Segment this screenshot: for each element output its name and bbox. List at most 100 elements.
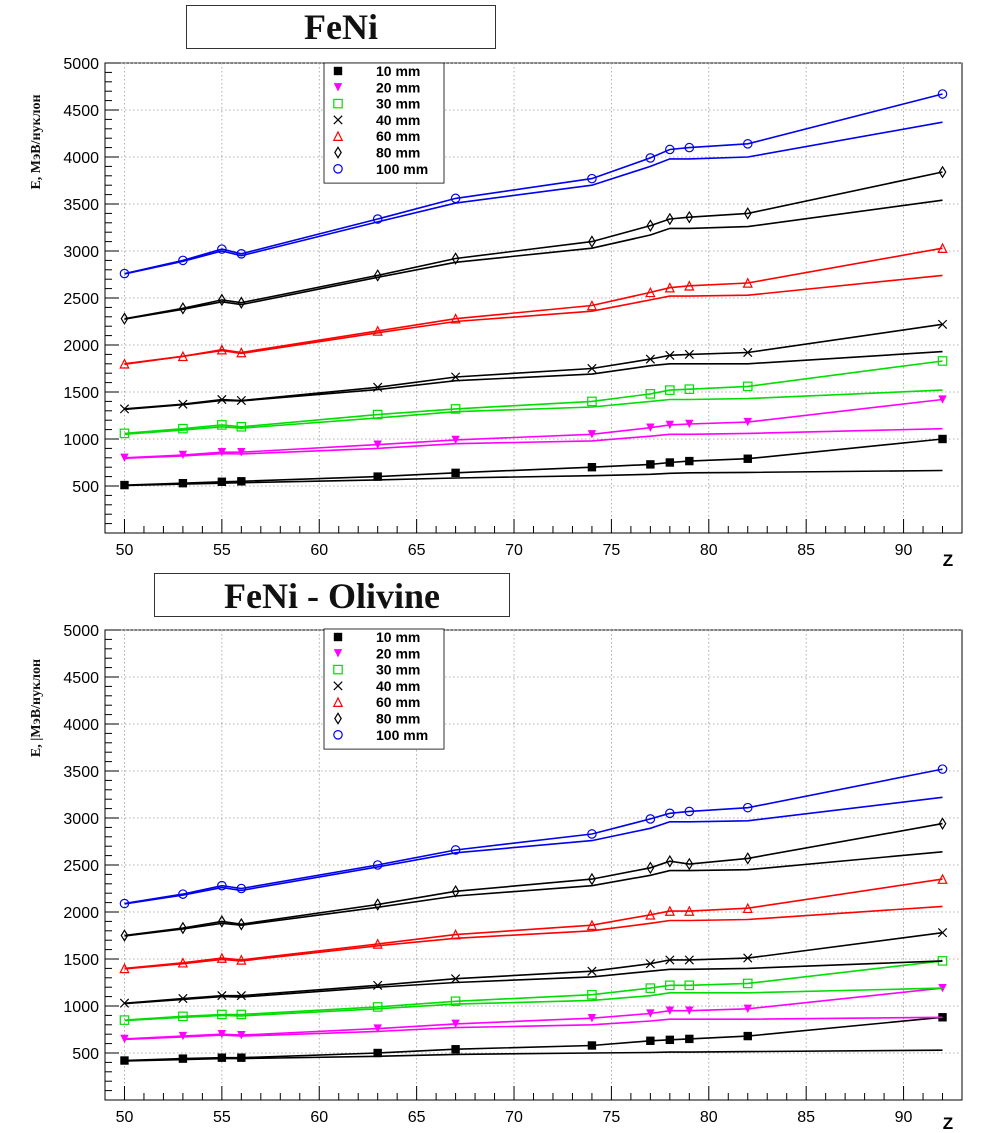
- data-point: [743, 1031, 752, 1041]
- series-line: [124, 93, 943, 275]
- series-40-mm: [119, 928, 948, 1008]
- data-point: [217, 447, 227, 457]
- series-80-mm: [120, 817, 947, 942]
- data-point: [646, 1009, 655, 1018]
- x-tick-label: 65: [408, 542, 426, 559]
- data-point: [587, 363, 597, 374]
- data-point: [645, 814, 656, 824]
- data-point: [178, 993, 188, 1004]
- legend-marker: [332, 130, 344, 141]
- data-point: [665, 385, 675, 395]
- data-point: [217, 1053, 227, 1062]
- data-point: [587, 966, 597, 976]
- series-fit-line: [124, 851, 943, 937]
- data-point: [236, 395, 246, 406]
- legend-entry: 60 mm: [376, 128, 420, 144]
- x-tick-label: 75: [603, 542, 621, 559]
- data-point: [236, 421, 247, 432]
- data-point: [587, 463, 597, 472]
- data-point: [120, 1056, 129, 1065]
- data-point: [743, 1004, 752, 1014]
- data-point: [938, 395, 947, 404]
- data-point: [372, 409, 383, 420]
- data-point: [217, 293, 226, 307]
- legend-marker: [333, 664, 343, 675]
- data-point: [665, 144, 675, 155]
- data-point: [216, 344, 228, 355]
- data-point: [587, 989, 597, 1000]
- data-point: [664, 282, 676, 293]
- data-point: [645, 286, 656, 298]
- data-point: [236, 883, 247, 894]
- y-tick-label: 1500: [63, 952, 99, 969]
- x-tick-label: 80: [700, 1109, 718, 1126]
- data-point: [119, 428, 130, 439]
- data-point: [645, 354, 655, 364]
- series-line: [124, 398, 943, 459]
- data-point: [217, 1009, 227, 1020]
- series-20-mm: [120, 983, 947, 1044]
- data-point: [743, 852, 752, 865]
- x-tick-label: 50: [116, 1109, 134, 1126]
- data-point: [665, 212, 674, 226]
- data-point: [236, 249, 247, 259]
- legend-marker: [334, 712, 342, 725]
- series-fit-line: [124, 469, 943, 487]
- data-point: [645, 983, 656, 993]
- data-point: [120, 929, 129, 942]
- data-point: [645, 153, 656, 163]
- data-point: [587, 829, 597, 839]
- data-point: [119, 962, 130, 974]
- data-point: [216, 952, 228, 963]
- data-point: [451, 468, 460, 478]
- data-point: [178, 450, 188, 460]
- series-line: [124, 768, 943, 905]
- y-tick-label: 2000: [63, 905, 99, 922]
- legend-entry: 40 mm: [376, 112, 420, 128]
- data-point: [665, 980, 675, 991]
- data-point: [645, 389, 656, 399]
- series-fit-line: [124, 274, 943, 366]
- data-point: [938, 434, 947, 444]
- y-tick-label: 3500: [63, 764, 99, 781]
- data-point: [665, 1006, 675, 1015]
- data-point: [178, 478, 188, 488]
- data-point: [373, 472, 382, 481]
- x-tick-label: 85: [797, 542, 815, 559]
- x-tick-label: 75: [603, 1109, 621, 1126]
- data-point: [217, 394, 227, 405]
- data-point: [237, 447, 246, 457]
- data-point: [684, 280, 695, 291]
- data-point: [588, 872, 596, 886]
- legend-entry: 10 mm: [376, 63, 420, 79]
- data-point: [373, 980, 383, 990]
- data-point: [451, 435, 460, 445]
- y-tick-label: 4000: [63, 717, 99, 734]
- series-30-mm: [119, 356, 948, 439]
- y-tick-label: 5000: [63, 56, 99, 73]
- data-point: [645, 909, 656, 920]
- data-point: [742, 902, 753, 914]
- series-fit-line: [124, 987, 943, 1022]
- legend-marker: [333, 98, 343, 109]
- data-point: [586, 299, 598, 311]
- x-tick-label: 60: [310, 1109, 328, 1126]
- series-line: [124, 960, 943, 1021]
- data-point: [665, 854, 674, 868]
- data-point: [587, 1041, 597, 1050]
- data-point: [236, 991, 246, 1001]
- series-30-mm: [119, 956, 948, 1025]
- data-point: [178, 1031, 188, 1041]
- data-point: [178, 889, 188, 899]
- y-tick-label: 4500: [63, 670, 99, 687]
- data-point: [237, 1053, 246, 1062]
- data-point: [685, 857, 694, 871]
- data-point: [743, 207, 752, 220]
- series-100-mm: [119, 764, 948, 909]
- legend-entry: 20 mm: [376, 645, 420, 661]
- series-80-mm: [120, 165, 947, 326]
- y-tick-label: 1000: [63, 432, 99, 449]
- data-point: [937, 89, 948, 99]
- data-point: [685, 419, 694, 429]
